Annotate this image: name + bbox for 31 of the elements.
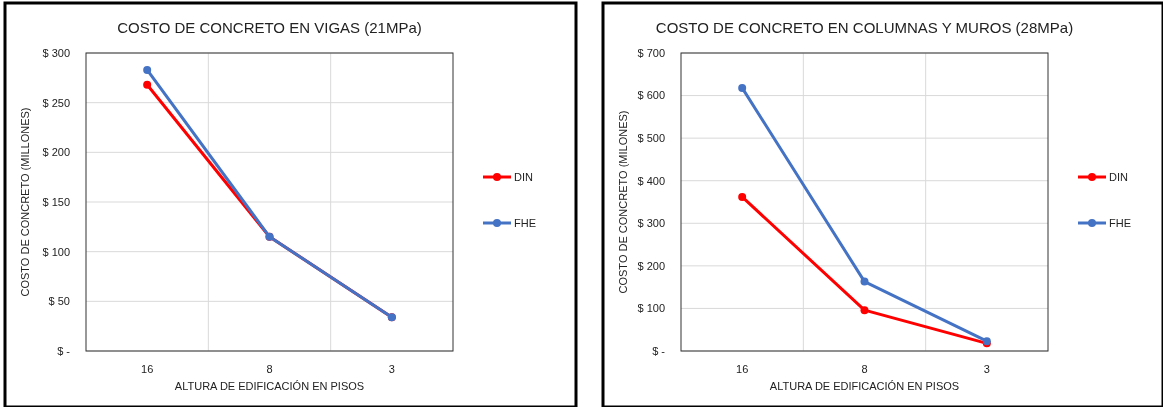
y-tick-label: $ 250	[42, 96, 70, 109]
chart-title: COSTO DE CONCRETO EN COLUMNAS Y MUROS (28MPa)	[655, 19, 1074, 36]
x-tick-label: 8	[861, 363, 868, 375]
y-tick-label: $ 300	[42, 46, 70, 59]
legend-label: DIN	[1109, 170, 1128, 183]
y-tick-label: $ 400	[637, 174, 665, 187]
x-tick-label: 8	[266, 363, 273, 375]
x-tick-label: 16	[736, 363, 749, 375]
x-tick-label: 16	[141, 363, 154, 375]
y-tick-label: $ 600	[637, 89, 665, 102]
y-tick-label: $ 300	[637, 217, 665, 230]
y-tick-label: $ 150	[42, 195, 70, 208]
x-axis-title: ALTURA DE EDIFICACIÓN EN PISOS	[174, 380, 365, 392]
legend-label: DIN	[514, 170, 533, 183]
y-axis-title: COSTO DE CONCRETO (MILLONES)	[19, 107, 31, 297]
y-tick-label: $ 100	[42, 245, 70, 258]
y-tick-label: $ 700	[637, 46, 665, 59]
x-axis-title: ALTURA DE EDIFICACIÓN EN PISOS	[769, 380, 960, 392]
y-tick-label: $ -	[57, 344, 71, 357]
x-tick-label: 3	[983, 363, 990, 375]
y-tick-label: $ 50	[48, 295, 70, 308]
x-tick-label: 3	[388, 363, 395, 375]
y-tick-label: $ 200	[637, 259, 665, 272]
y-tick-label: $ -	[652, 344, 666, 357]
chart-title: COSTO DE CONCRETO EN VIGAS (21MPa)	[117, 19, 422, 36]
y-tick-label: $ 200	[42, 146, 70, 159]
legend-label: FHE	[1109, 216, 1131, 229]
y-tick-label: $ 500	[637, 131, 665, 144]
y-axis-title: COSTO DE CONCRETO (MILONES)	[617, 110, 629, 294]
legend-label: FHE	[514, 216, 536, 229]
y-tick-label: $ 100	[637, 302, 665, 315]
